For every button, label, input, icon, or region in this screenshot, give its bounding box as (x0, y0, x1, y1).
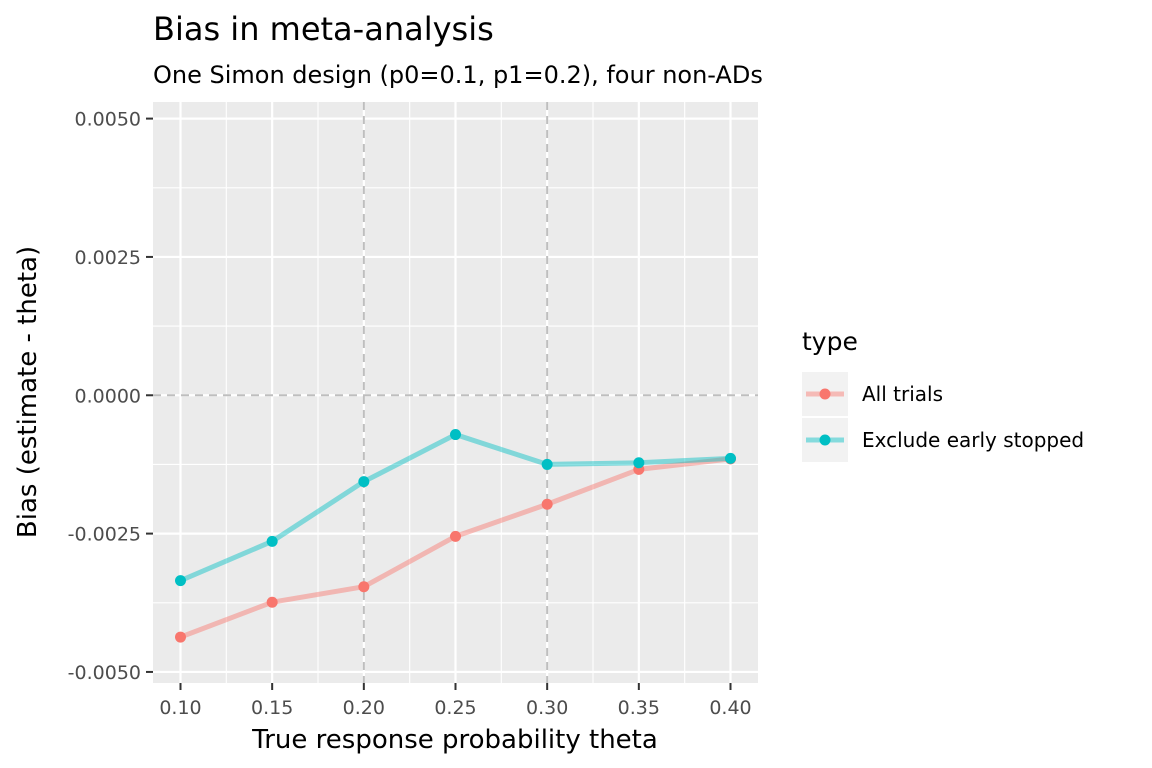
x-tick-label: 0.10 (159, 697, 201, 719)
y-tick-label: 0.0050 (75, 109, 141, 131)
legend: type All trials Exclude early stopped (802, 327, 1084, 462)
data-point-exclude-early-stopped (541, 458, 553, 470)
y-tick-label: -0.0025 (68, 524, 141, 546)
y-axis-title: Bias (estimate - theta) (13, 246, 43, 538)
legend-label-all-trials: All trials (862, 382, 943, 406)
legend-label-exclude-early-stopped: Exclude early stopped (862, 428, 1084, 452)
legend-title: type (802, 327, 858, 356)
chart-title: Bias in meta-analysis (153, 10, 494, 48)
y-tick-label: 0.0025 (75, 247, 141, 269)
chart-subtitle: One Simon design (p0=0.1, p1=0.2), four … (153, 61, 763, 89)
x-tick-label: 0.15 (251, 697, 293, 719)
data-point-exclude-early-stopped (266, 535, 278, 547)
y-tick-label: -0.0050 (68, 662, 141, 684)
legend-key-point (819, 434, 831, 446)
data-point-exclude-early-stopped (633, 457, 645, 469)
x-tick-label: 0.30 (526, 697, 568, 719)
x-tick-label: 0.20 (343, 697, 385, 719)
legend-key-point (819, 388, 831, 400)
reference-lines (153, 102, 758, 683)
x-tick-label: 0.35 (618, 697, 660, 719)
data-point-all-trials (450, 530, 461, 542)
y-axis: -0.0050 -0.0025 0.0000 0.0025 0.0050 (68, 109, 153, 684)
data-point-exclude-early-stopped (358, 476, 370, 488)
x-tick-label: 0.25 (434, 697, 476, 719)
data-point-all-trials (541, 498, 553, 510)
y-tick-label: 0.0000 (75, 385, 141, 407)
data-point-exclude-early-stopped (725, 452, 736, 464)
data-point-all-trials (175, 631, 186, 643)
data-point-all-trials (266, 596, 278, 608)
x-axis: 0.10 0.15 0.20 0.25 0.30 0.35 0.40 (159, 683, 752, 719)
series-layer (175, 429, 736, 643)
data-point-all-trials (358, 581, 370, 593)
x-tick-label: 0.40 (709, 697, 751, 719)
data-point-exclude-early-stopped (450, 429, 461, 441)
x-axis-title: True response probability theta (251, 725, 658, 755)
data-point-exclude-early-stopped (175, 575, 186, 587)
